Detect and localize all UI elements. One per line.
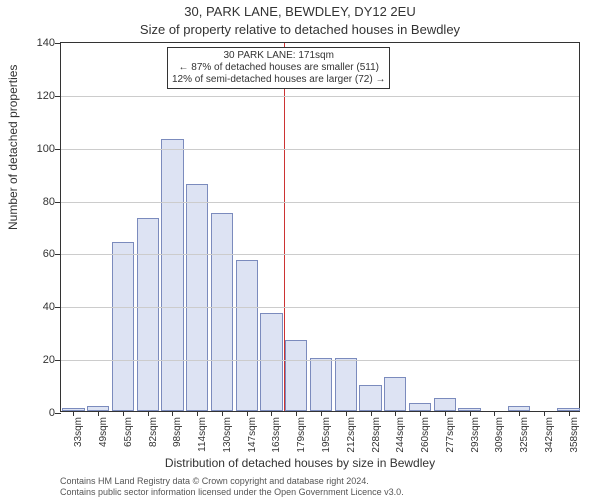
x-tick-label: 195sqm	[321, 417, 332, 461]
y-tick-mark	[55, 149, 61, 150]
bar	[186, 184, 208, 411]
x-tick-mark	[172, 411, 173, 416]
x-tick-mark	[519, 411, 520, 416]
y-tick-mark	[55, 96, 61, 97]
x-tick-label: 358sqm	[569, 417, 580, 461]
bar	[137, 218, 159, 411]
x-tick-mark	[98, 411, 99, 416]
bar-group	[61, 43, 579, 411]
bar	[434, 398, 456, 411]
annotation-line-1: 30 PARK LANE: 171sqm	[172, 50, 385, 62]
x-tick-mark	[445, 411, 446, 416]
x-tick-label: 228sqm	[371, 417, 382, 461]
footer-line-2: Contains public sector information licen…	[60, 487, 580, 498]
x-tick-label: 260sqm	[420, 417, 431, 461]
x-tick-label: 342sqm	[544, 417, 555, 461]
bar	[285, 340, 307, 411]
x-tick-mark	[395, 411, 396, 416]
x-tick-label: 325sqm	[519, 417, 530, 461]
bar	[335, 358, 357, 411]
x-tick-label: 163sqm	[271, 417, 282, 461]
x-tick-label: 179sqm	[296, 417, 307, 461]
x-tick-mark	[73, 411, 74, 416]
bar	[409, 403, 431, 411]
bar	[260, 313, 282, 411]
x-tick-label: 212sqm	[346, 417, 357, 461]
x-tick-mark	[569, 411, 570, 416]
x-tick-label: 309sqm	[494, 417, 505, 461]
x-tick-label: 147sqm	[247, 417, 258, 461]
bar	[310, 358, 332, 411]
footer: Contains HM Land Registry data © Crown c…	[60, 476, 580, 498]
chart-subtitle: Size of property relative to detached ho…	[0, 22, 600, 37]
y-tick-label: 100	[25, 143, 55, 155]
x-tick-mark	[296, 411, 297, 416]
x-tick-mark	[123, 411, 124, 416]
bar	[161, 139, 183, 411]
y-tick-label: 60	[25, 248, 55, 260]
x-tick-mark	[371, 411, 372, 416]
x-tick-label: 49sqm	[98, 417, 109, 461]
x-tick-label: 33sqm	[73, 417, 84, 461]
gridline	[61, 360, 579, 361]
x-tick-label: 65sqm	[123, 417, 134, 461]
y-tick-label: 20	[25, 354, 55, 366]
gridline	[61, 307, 579, 308]
x-tick-mark	[494, 411, 495, 416]
footer-line-1: Contains HM Land Registry data © Crown c…	[60, 476, 580, 487]
bar	[384, 377, 406, 411]
x-tick-mark	[271, 411, 272, 416]
y-tick-mark	[55, 307, 61, 308]
bar	[112, 242, 134, 411]
reference-line	[284, 43, 285, 411]
y-tick-label: 140	[25, 37, 55, 49]
x-tick-mark	[247, 411, 248, 416]
y-tick-label: 120	[25, 90, 55, 102]
annotation-line-3: 12% of semi-detached houses are larger (…	[172, 74, 385, 86]
x-tick-label: 82sqm	[148, 417, 159, 461]
gridline	[61, 149, 579, 150]
bar	[359, 385, 381, 411]
annotation-box: 30 PARK LANE: 171sqm ← 87% of detached h…	[167, 47, 390, 89]
x-tick-label: 244sqm	[395, 417, 406, 461]
x-tick-mark	[420, 411, 421, 416]
y-tick-label: 0	[25, 407, 55, 419]
y-tick-mark	[55, 43, 61, 44]
chart-container: { "title": "30, PARK LANE, BEWDLEY, DY12…	[0, 0, 600, 500]
plot-area: 30 PARK LANE: 171sqm ← 87% of detached h…	[60, 42, 580, 412]
y-tick-label: 40	[25, 301, 55, 313]
x-tick-mark	[148, 411, 149, 416]
x-tick-mark	[197, 411, 198, 416]
gridline	[61, 96, 579, 97]
x-tick-label: 293sqm	[470, 417, 481, 461]
x-tick-mark	[544, 411, 545, 416]
y-tick-mark	[55, 254, 61, 255]
x-tick-label: 277sqm	[445, 417, 456, 461]
annotation-line-2: ← 87% of detached houses are smaller (51…	[172, 62, 385, 74]
bar	[236, 260, 258, 411]
bar	[211, 213, 233, 411]
x-tick-mark	[321, 411, 322, 416]
gridline	[61, 254, 579, 255]
x-tick-label: 98sqm	[172, 417, 183, 461]
y-tick-mark	[55, 413, 61, 414]
x-tick-label: 130sqm	[222, 417, 233, 461]
x-tick-label: 114sqm	[197, 417, 208, 461]
y-axis-label: Number of detached properties	[6, 65, 20, 230]
y-tick-mark	[55, 360, 61, 361]
y-tick-label: 80	[25, 196, 55, 208]
chart-title: 30, PARK LANE, BEWDLEY, DY12 2EU	[0, 4, 600, 19]
x-axis-label: Distribution of detached houses by size …	[0, 456, 600, 470]
x-tick-mark	[470, 411, 471, 416]
x-tick-mark	[222, 411, 223, 416]
y-tick-mark	[55, 202, 61, 203]
x-tick-mark	[346, 411, 347, 416]
gridline	[61, 202, 579, 203]
